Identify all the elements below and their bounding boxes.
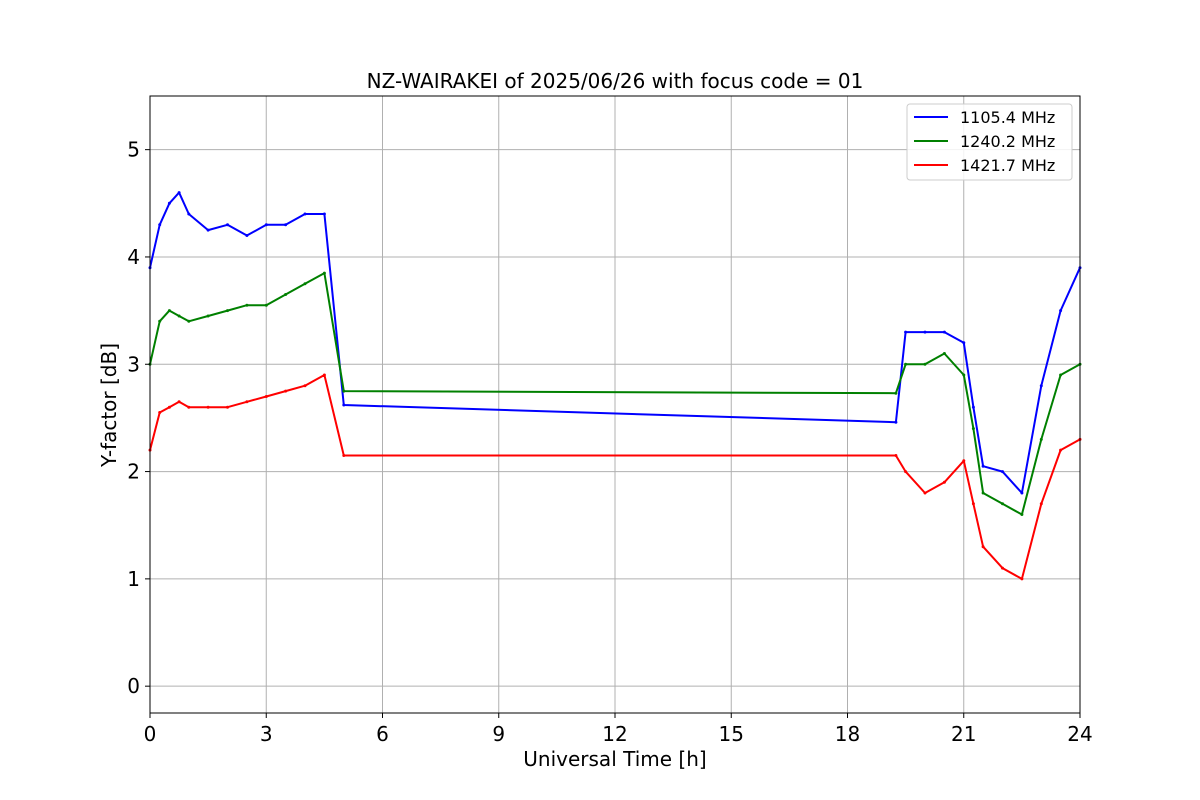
series-0-point — [245, 234, 249, 237]
legend-label-0: 1105.4 MHz — [960, 108, 1055, 127]
series-2-point — [167, 405, 171, 409]
series-0-point — [177, 191, 181, 195]
series-1-point — [923, 362, 927, 366]
y-tick-label: 1 — [127, 567, 140, 591]
y-axis-label: Y-factor [dB] — [97, 343, 121, 468]
series-0-point — [1059, 309, 1063, 313]
series-0-point — [206, 228, 210, 232]
x-tick-label: 24 — [1067, 722, 1092, 746]
series-1-point — [971, 427, 975, 431]
series-1-point — [342, 389, 346, 393]
series-1-point — [303, 282, 307, 286]
series-0-point — [1039, 384, 1043, 388]
x-tick-label: 6 — [376, 722, 389, 746]
series-1-point — [187, 319, 191, 323]
series-0-point — [904, 330, 908, 334]
series-0-point — [894, 420, 898, 424]
x-tick-label: 21 — [951, 722, 976, 746]
legend-label-2: 1421.7 MHz — [960, 156, 1055, 175]
x-axis-label: Universal Time [h] — [523, 747, 706, 771]
series-2-point — [962, 459, 966, 463]
series-2-point — [981, 545, 985, 549]
series-1-point — [904, 362, 908, 366]
series-0-point — [226, 223, 229, 227]
x-tick-label: 0 — [144, 722, 157, 746]
series-2-point — [1039, 502, 1043, 506]
series-2-point — [177, 400, 181, 404]
x-tick-label: 3 — [260, 722, 273, 746]
series-0-point — [1001, 470, 1004, 474]
x-tick-label: 12 — [602, 722, 627, 746]
series-0-point — [981, 464, 985, 468]
x-tick-label: 9 — [492, 722, 505, 746]
y-tick-label: 0 — [127, 674, 140, 698]
series-2-point — [1001, 566, 1004, 570]
series-1-point — [1020, 513, 1024, 516]
series-1-point — [245, 303, 249, 307]
series-2-point — [226, 405, 229, 409]
series-0-point — [322, 212, 326, 216]
series-2-point — [894, 454, 898, 457]
series-1-point — [894, 391, 898, 395]
series-1-point — [206, 314, 210, 318]
series-2-point — [284, 389, 288, 393]
series-0-point — [264, 223, 268, 227]
series-2-point — [923, 491, 927, 495]
series-2-point — [303, 384, 307, 388]
series-0-point — [284, 223, 288, 227]
series-2-point — [342, 454, 346, 457]
x-tick-label: 15 — [719, 722, 744, 746]
legend-box — [906, 103, 1073, 181]
series-1-point — [158, 319, 162, 323]
series-1-point — [264, 303, 268, 307]
y-tick-label: 3 — [127, 352, 140, 376]
series-0-point — [167, 201, 171, 205]
series-2-point — [1020, 577, 1024, 581]
series-0-point — [962, 341, 966, 345]
y-tick-label: 5 — [127, 138, 140, 162]
series-1-point — [1059, 373, 1063, 377]
series-2-point — [904, 470, 908, 474]
series-1-point — [1001, 502, 1004, 506]
series-0-point — [1020, 491, 1024, 495]
series-0-point — [303, 212, 307, 216]
y-tick-label: 2 — [127, 460, 140, 484]
series-0-point — [942, 330, 946, 334]
series-0-point — [923, 330, 927, 334]
series-0-point — [158, 223, 162, 227]
series-2-point — [322, 373, 326, 377]
series-1-point — [942, 352, 946, 355]
series-2-point — [1059, 448, 1063, 452]
series-1-point — [226, 309, 229, 313]
series-2-point — [187, 405, 191, 409]
series-2-point — [264, 395, 268, 398]
series-2-point — [942, 480, 946, 484]
series-1-point — [962, 373, 966, 377]
series-0-point — [342, 403, 346, 407]
series-1-point — [284, 293, 288, 296]
series-lines — [148, 191, 1082, 581]
chart-title: NZ-WAIRAKEI of 2025/06/26 with focus cod… — [367, 69, 864, 93]
series-0-point — [971, 405, 975, 409]
series-1-point — [322, 271, 326, 275]
series-2-point — [206, 405, 210, 409]
series-1-point — [167, 309, 171, 313]
series-1-point — [1039, 437, 1043, 441]
series-0-point — [187, 212, 191, 216]
x-tick-label: 18 — [835, 722, 860, 746]
series-1-point — [981, 491, 985, 495]
series-2-point — [158, 411, 162, 414]
legend: 1105.4 MHz 1240.2 MHz 1421.7 MHz — [906, 103, 1073, 181]
series-2-point — [245, 400, 249, 404]
grid — [149, 96, 1081, 713]
series-1-point — [177, 314, 181, 318]
series-2-point — [971, 502, 975, 506]
y-tick-label: 4 — [127, 245, 140, 269]
legend-label-1: 1240.2 MHz — [960, 132, 1055, 151]
